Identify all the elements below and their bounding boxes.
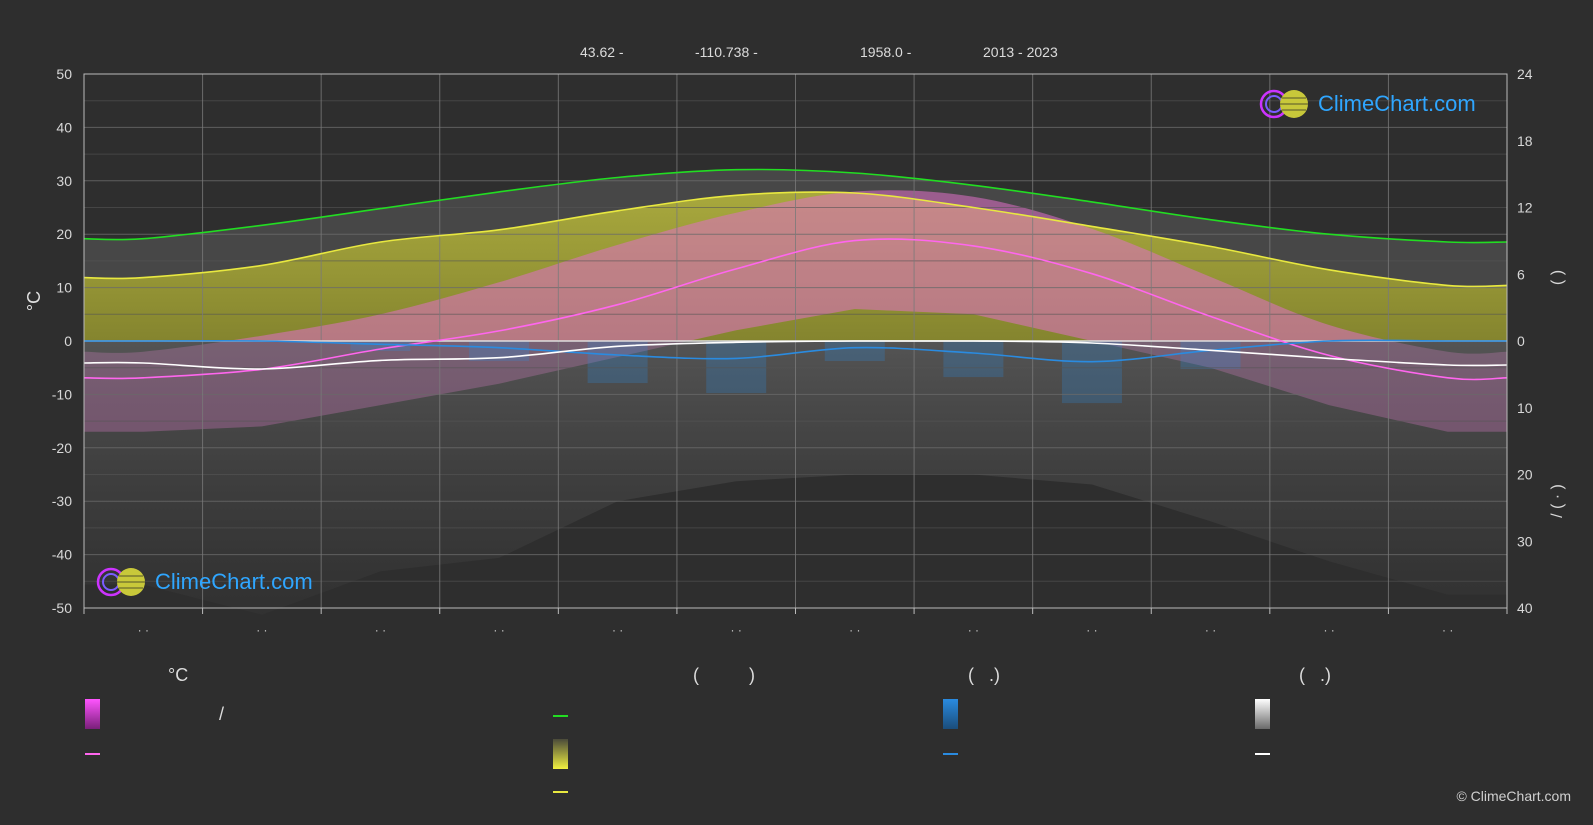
y-tick-label: 0 — [64, 333, 72, 349]
legend-head-rain: ( .) — [968, 665, 1000, 685]
x-tick-label: · · — [849, 623, 860, 637]
y-tick-label: 10 — [56, 280, 72, 296]
series-line-snow — [83, 340, 1508, 370]
series-line-rain — [83, 339, 1507, 363]
legend-swatch-snow — [1255, 699, 1270, 729]
header-longitude: -110.738 - — [695, 44, 758, 60]
logo-top: ClimeChart.com — [1258, 88, 1476, 120]
y-tick-label: 40 — [56, 119, 72, 135]
series-lines — [83, 168, 1508, 381]
legend-swatch-temp-range — [85, 699, 100, 729]
y-tick-label: -30 — [52, 493, 72, 509]
x-tick-label: · · — [138, 623, 149, 637]
legend-head-daylight: ( ) — [693, 665, 755, 685]
climechart-logo-icon — [1259, 89, 1308, 119]
y2-tick-label: 0 — [1517, 333, 1525, 349]
legend-swatch-rain — [943, 699, 958, 729]
axes: 50 40 30 20 10 0 -10 -20 -30 -40 -50 24 18 12 6 0 10 20 30… — [24, 66, 1566, 637]
y2-tick-label: 6 — [1517, 266, 1525, 282]
legend-swatch-sunshine — [553, 739, 568, 769]
y2-axis-label-upper: ( ) — [1549, 270, 1566, 285]
x-tick-label: · · — [256, 623, 267, 637]
legend-swatches — [85, 699, 1270, 793]
copyright: © ClimeChart.com — [1456, 788, 1571, 804]
y-tick-label: 50 — [56, 66, 72, 82]
x-tick-label: · · — [1442, 623, 1453, 637]
y-tick-label: -10 — [52, 386, 72, 402]
header-years: 2013 - 2023 — [983, 44, 1058, 60]
x-tick-label: · · — [493, 623, 504, 637]
x-tick-label: · · — [1086, 623, 1097, 637]
logo-bottom: ClimeChart.com — [95, 566, 313, 598]
x-tick-label: · · — [1323, 623, 1334, 637]
rain-bar — [350, 341, 411, 352]
rain-bar — [824, 341, 885, 362]
logo-bottom-text: ClimeChart.com — [155, 569, 313, 594]
y-tick-label: -50 — [52, 600, 72, 616]
rain-bar — [706, 341, 767, 394]
y-tick-label: 30 — [56, 173, 72, 189]
y-tick-label: -40 — [52, 547, 72, 563]
x-tick-label: · · — [612, 623, 623, 637]
y2-tick-label: 24 — [1517, 66, 1533, 82]
x-tick-label: · · — [968, 623, 979, 637]
x-tick-label: · · — [375, 623, 386, 637]
y2-tick-label: 40 — [1517, 600, 1533, 616]
y2-tick-label: 10 — [1517, 400, 1533, 416]
rain-bar — [1061, 341, 1122, 404]
y-tick-label: -20 — [52, 440, 72, 456]
y-tick-label: 20 — [56, 226, 72, 242]
y2-tick-label: 18 — [1517, 133, 1533, 149]
series-line-sunshine — [83, 191, 1508, 288]
logo-top-text: ClimeChart.com — [1318, 91, 1476, 116]
header-elevation: 1958.0 - — [860, 44, 912, 60]
x-tick-label: · · — [1205, 623, 1216, 637]
series-line-daylight — [83, 168, 1508, 244]
legend-head-temperature: °C — [168, 665, 189, 685]
y2-tick-label: 20 — [1517, 467, 1533, 483]
x-tick-label: · · — [731, 623, 742, 637]
y-axis-label: °C — [24, 291, 44, 311]
legend-head-snow: ( .) — [1299, 665, 1331, 685]
y2-tick-label: 12 — [1517, 200, 1533, 216]
rain-bar — [943, 341, 1004, 378]
grid-lines — [84, 73, 1507, 609]
header-latitude: 43.62 - — [580, 44, 624, 60]
y2-tick-label: 30 — [1517, 533, 1533, 549]
climechart-logo-icon — [96, 567, 145, 597]
legend-slash: / — [219, 704, 225, 724]
y2-axis-label-lower: / ( · ) — [1549, 484, 1566, 518]
rain-bar — [1180, 341, 1241, 370]
